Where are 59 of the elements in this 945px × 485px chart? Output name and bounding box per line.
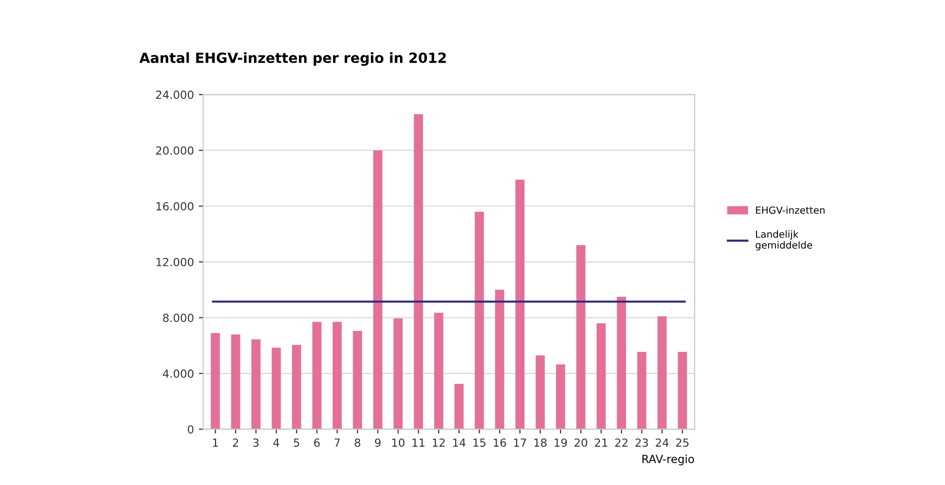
x-tick-label: 23 bbox=[636, 438, 648, 447]
x-tick-label: 21 bbox=[594, 438, 608, 447]
x-tick-label: 17 bbox=[514, 438, 526, 447]
y-tick-label: 8.000 bbox=[163, 314, 194, 322]
x-tick-label: 18 bbox=[534, 438, 547, 447]
bar bbox=[616, 296, 626, 430]
bar bbox=[292, 344, 302, 430]
x-tick-label: 15 bbox=[473, 438, 486, 447]
x-axis-title: RAV-regio bbox=[642, 454, 694, 466]
x-tick-label: 7 bbox=[334, 438, 340, 447]
bar bbox=[394, 318, 403, 430]
x-tick-label: 10 bbox=[392, 438, 404, 447]
bar bbox=[272, 348, 281, 430]
bar bbox=[332, 322, 342, 430]
bar bbox=[556, 364, 566, 430]
x-tick-label: 2 bbox=[232, 438, 238, 447]
x-tick-label: 25 bbox=[676, 438, 688, 447]
x-tick-label: 20 bbox=[574, 438, 588, 447]
x-tick-label: 4 bbox=[273, 438, 280, 447]
bar bbox=[434, 312, 444, 430]
bar bbox=[576, 245, 586, 430]
y-tick-label: 16.000 bbox=[156, 202, 194, 211]
bar bbox=[474, 212, 484, 430]
bar bbox=[678, 352, 687, 430]
bar bbox=[536, 355, 545, 430]
x-tick-label: 24 bbox=[656, 438, 669, 447]
y-tick-label: 20.000 bbox=[156, 146, 194, 155]
bar bbox=[515, 180, 525, 430]
y-tick-label: 4.000 bbox=[162, 369, 194, 378]
x-tick-label: 1 bbox=[213, 438, 218, 447]
x-tick-label: 3 bbox=[253, 438, 259, 447]
x-tick-label: 12 bbox=[432, 438, 445, 447]
bar bbox=[352, 330, 362, 430]
legend-label: EHGV-inzetten bbox=[756, 206, 825, 214]
legend-label: Landelijk gemiddelde bbox=[756, 230, 812, 251]
x-tick-label: 19 bbox=[554, 438, 567, 447]
y-tick-label: 12.000 bbox=[156, 258, 194, 266]
x-tick-label: 14 bbox=[453, 438, 466, 447]
bar bbox=[312, 322, 322, 430]
bar bbox=[251, 339, 261, 430]
bar bbox=[596, 323, 606, 430]
bar bbox=[414, 114, 423, 430]
bar bbox=[637, 352, 646, 430]
bar bbox=[373, 150, 382, 430]
x-tick-label: 9 bbox=[374, 438, 381, 447]
x-tick-label: 8 bbox=[354, 438, 360, 447]
bar bbox=[495, 290, 504, 430]
bar bbox=[231, 334, 240, 430]
x-tick-label: 5 bbox=[294, 438, 300, 447]
y-tick-label: 24.000 bbox=[156, 90, 194, 99]
bar bbox=[210, 333, 220, 430]
x-tick-label: 22 bbox=[615, 438, 628, 447]
y-tick-label: 0 bbox=[188, 425, 194, 434]
bar bbox=[454, 384, 464, 430]
x-tick-label: 16 bbox=[494, 438, 506, 447]
bar bbox=[658, 316, 667, 430]
x-tick-label: 6 bbox=[314, 438, 320, 447]
chart-title: Aantal EHGV-inzetten per regio in 2012 bbox=[139, 52, 446, 66]
x-tick-label: 11 bbox=[412, 438, 424, 447]
